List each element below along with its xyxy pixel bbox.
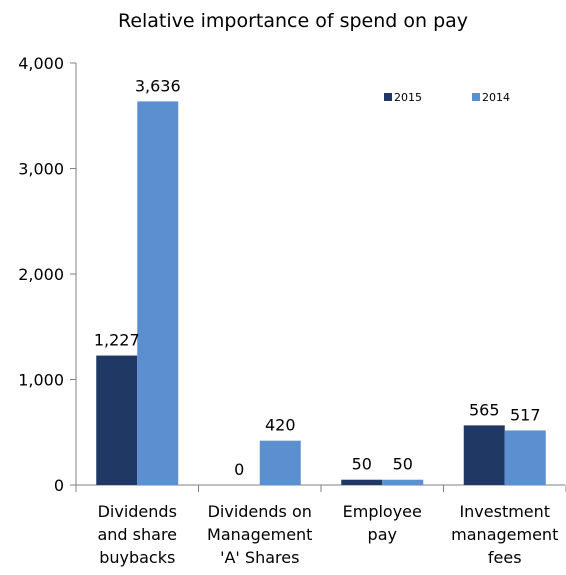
data-label: 50 (393, 455, 413, 474)
bar-2014 (504, 430, 546, 485)
x-category-label: 'A' Shares (220, 548, 299, 567)
x-category-label: Management (207, 525, 312, 544)
x-category-label: and share (97, 525, 177, 544)
y-tick-label: 0 (54, 476, 64, 495)
x-category-label: management (451, 525, 558, 544)
bar-2014 (382, 479, 424, 485)
x-category-label: Employee (343, 502, 422, 521)
y-tick-label: 1,000 (18, 371, 64, 390)
data-label: 420 (265, 416, 296, 435)
x-category-label: Investment (459, 502, 550, 521)
x-category-label: buybacks (99, 548, 175, 567)
axes: 0 1,000 2,000 3,000 4,000 Dividends and share b… (18, 54, 566, 567)
chart-title: Relative importance of spend on pay (118, 10, 468, 32)
y-tick-label: 2,000 (18, 265, 64, 284)
data-label: 1,227 (94, 331, 140, 350)
bar-2015 (463, 425, 505, 485)
x-category-label: pay (368, 525, 397, 544)
bar-2014 (259, 440, 301, 485)
x-category-label: Dividends on (208, 502, 312, 521)
y-tick-label: 3,000 (18, 160, 64, 179)
data-label: 565 (469, 400, 500, 419)
legend-label: 2014 (482, 91, 510, 104)
data-label: 50 (352, 455, 372, 474)
data-label: 517 (510, 405, 541, 424)
data-label: 0 (234, 460, 244, 479)
legend: 2015 2014 (384, 91, 510, 104)
legend-swatch (384, 93, 392, 101)
bar-2014 (137, 101, 179, 485)
bar-2015 (96, 355, 138, 485)
x-category-label: fees (488, 548, 522, 567)
bar-2015 (341, 479, 383, 485)
data-label: 3,636 (135, 76, 181, 95)
legend-swatch (472, 93, 480, 101)
legend-label: 2015 (394, 91, 422, 104)
data-labels: 1,227 0 50 565 3,636 420 50 517 (94, 76, 541, 479)
bars (96, 101, 546, 485)
y-tick-label: 4,000 (18, 54, 64, 73)
x-category-label: Dividends (98, 502, 177, 521)
